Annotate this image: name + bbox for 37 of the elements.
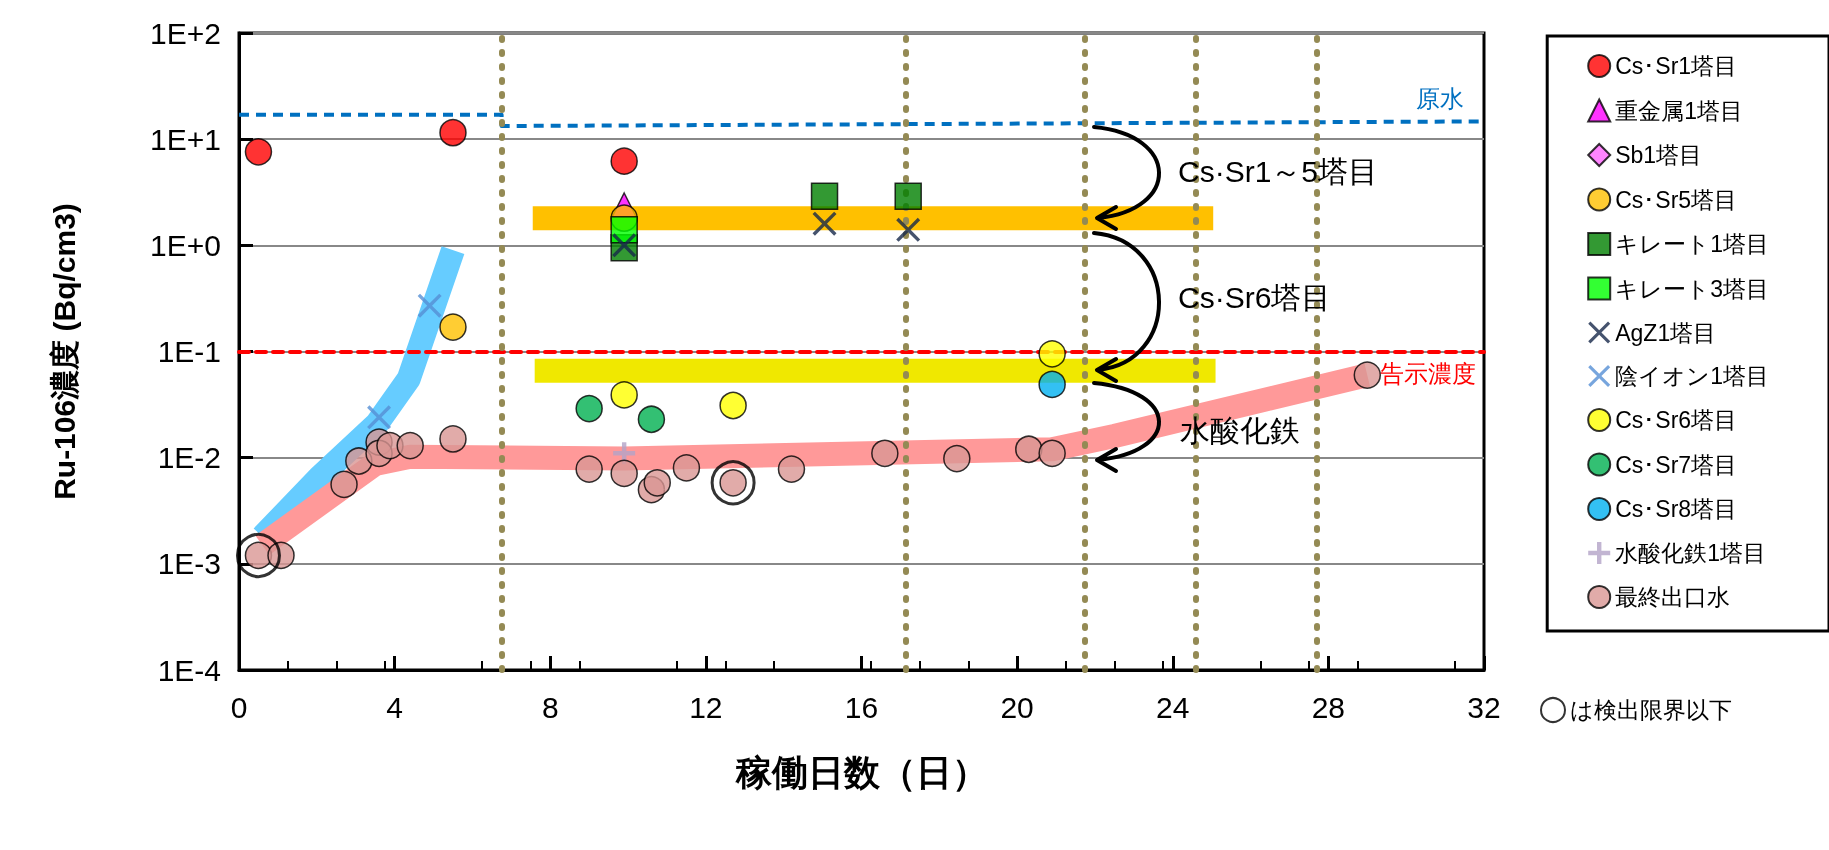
y-axis-title: Ru-106濃度 (Bq/cm3)	[47, 203, 81, 500]
legend-label: Cs･Sr1塔目	[1615, 53, 1738, 79]
annotation: 水酸化鉄	[1180, 414, 1300, 447]
y-tick-label: 1E-3	[157, 547, 221, 581]
x-tick-label: 4	[386, 690, 403, 724]
y-tick-label: 1E+0	[150, 228, 221, 262]
y-tick-label: 1E+2	[150, 16, 221, 50]
x-tick-label: 16	[844, 690, 879, 724]
annotation: Cs·Sr6塔目	[1178, 281, 1332, 314]
legend-label: 水酸化鉄1塔目	[1615, 540, 1767, 566]
legend-label: Cs･Sr7塔目	[1615, 451, 1738, 478]
y-tick-label: 1E-1	[157, 335, 221, 368]
x-tick-label: 32	[1467, 690, 1501, 724]
legend-label: Cs･Sr5塔目	[1615, 186, 1738, 213]
legend-label: 陰イオン1塔目	[1615, 363, 1770, 389]
legend-label: キレート3塔目	[1615, 275, 1770, 302]
x-tick-label: 0	[230, 690, 248, 724]
legend-label: Cs･Sr8塔目	[1615, 496, 1738, 522]
series-label: 原水	[1416, 84, 1464, 112]
y-tick-label: 1E+1	[150, 122, 221, 156]
legend-label: AgZ1塔目	[1615, 319, 1717, 346]
legend-label: Sb1塔目	[1615, 142, 1703, 168]
legend-label: 最終出口水	[1615, 584, 1731, 610]
legend-label: キレート1塔目	[1615, 231, 1770, 257]
legend-label: は検出限界以下	[1570, 697, 1732, 723]
x-tick-label: 8	[541, 690, 559, 724]
annotation: Cs·Sr1～5塔目	[1178, 155, 1379, 188]
x-tick-label: 12	[689, 690, 723, 724]
x-tick-label: 24	[1156, 690, 1190, 724]
x-axis-title: 稼働日数（日）	[734, 751, 988, 793]
ref-line-label: 告示濃度	[1380, 360, 1476, 387]
y-tick-label: 1E-4	[157, 653, 221, 687]
y-tick-label: 1E-2	[157, 441, 221, 475]
legend-label: Cs･Sr6塔目	[1615, 407, 1738, 433]
x-tick-label: 20	[1000, 690, 1034, 724]
legend-label: 重金属1塔目	[1615, 97, 1744, 124]
x-tick-label: 28	[1311, 690, 1346, 724]
